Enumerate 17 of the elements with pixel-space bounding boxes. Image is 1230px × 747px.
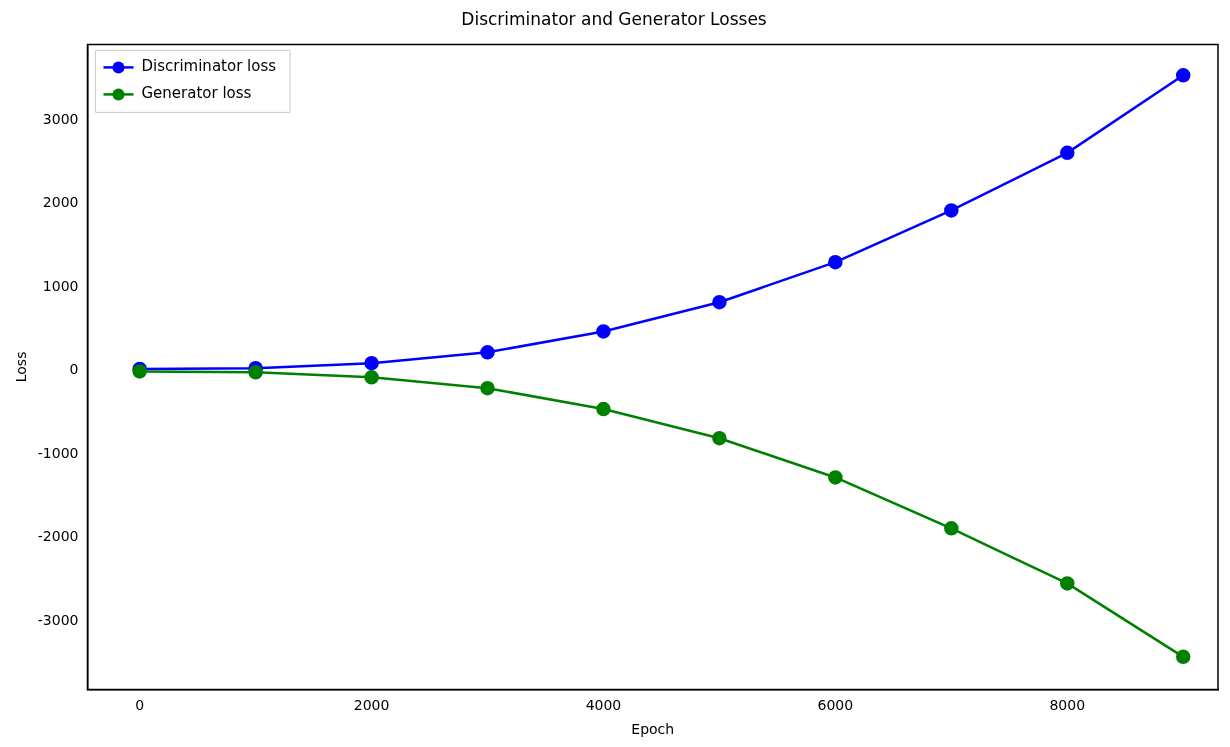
- chart-title: Discriminator and Generator Losses: [461, 8, 767, 29]
- y-tick-label: 1000: [42, 277, 79, 294]
- x-tick-label: 4000: [585, 697, 622, 714]
- y-tick-label: 3000: [42, 110, 79, 127]
- x-tick-label: 6000: [817, 697, 854, 714]
- y-axis-title: Loss: [13, 351, 30, 383]
- legend-label: Generator loss: [141, 84, 252, 103]
- y-tick-label: -1000: [37, 444, 79, 461]
- y-tick-label: -3000: [37, 611, 79, 628]
- x-tick-label: 2000: [353, 697, 390, 714]
- x-tick-label: 8000: [1049, 697, 1086, 714]
- x-axis-title: Epoch: [631, 721, 675, 738]
- y-tick-label: -2000: [37, 528, 79, 545]
- y-tick-label: 2000: [42, 194, 79, 211]
- y-tick-label: 0: [69, 361, 79, 378]
- x-tick-label: 0: [135, 697, 145, 714]
- legend-label: Discriminator loss: [141, 57, 277, 76]
